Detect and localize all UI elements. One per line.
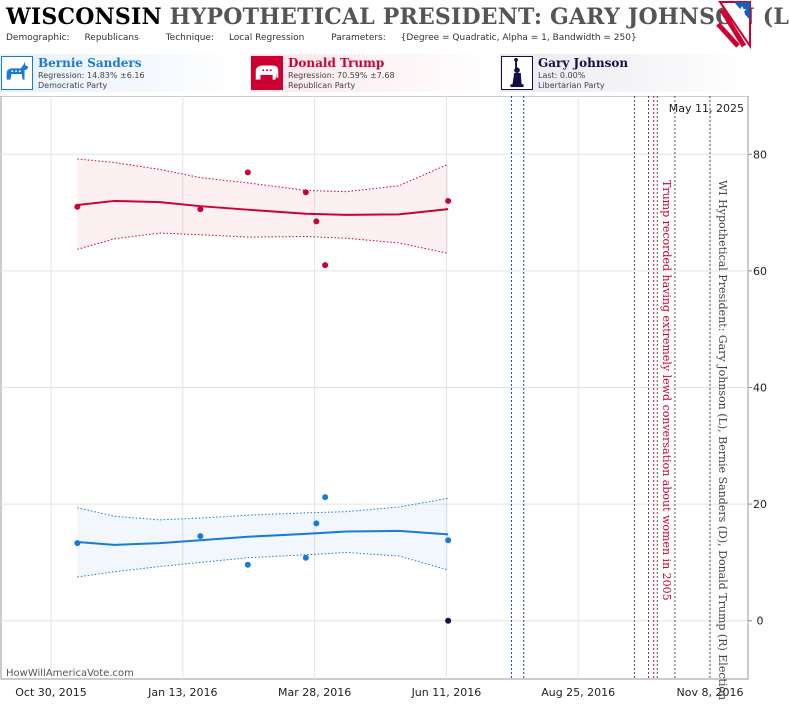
candidate-name: Bernie Sanders (38, 56, 142, 70)
data-point (322, 494, 329, 501)
regression-lines (77, 199, 449, 546)
y-tick-label: 20 (753, 498, 767, 511)
y-tick-label: 60 (753, 265, 767, 278)
regression-line (77, 199, 449, 216)
data-point (313, 218, 320, 225)
x-tick-label: Nov 8, 2016 (677, 686, 744, 699)
band-upper (77, 497, 449, 521)
flag-logo-icon (716, 0, 751, 50)
data-point (445, 617, 452, 624)
technique: Technique: Local Regression (165, 33, 305, 43)
data-point (244, 561, 251, 568)
parameters: Parameters: {Degree = Quadratic, Alpha =… (331, 33, 637, 43)
data-point (74, 540, 81, 547)
data-point (313, 520, 320, 527)
candidate-regression: Regression: 14.83% ±6.16 (38, 71, 145, 80)
candidate-regression: Regression: 70.59% ±7.68 (288, 71, 395, 80)
data-point (322, 262, 329, 269)
title-text: HYPOTHETICAL PRESIDENT: GARY JOHNSON (L)… (169, 4, 789, 30)
candidate-card-sanders[interactable]: Bernie Sanders Regression: 14.83% ±6.16 … (0, 54, 248, 92)
y-tick-label: 80 (753, 148, 767, 161)
axes: Oct 30, 2015 Jan 13, 2016 Mar 28, 2016 Jun … (15, 102, 767, 699)
candidate-party: Democratic Party (38, 81, 108, 90)
x-tick-label: Aug 25, 2016 (541, 686, 615, 699)
band-lower (77, 232, 449, 254)
regression-line (77, 529, 449, 546)
parameters-line: Demographic: Republicans Technique: Loca… (6, 33, 661, 43)
candidate-party: Libertarian Party (538, 81, 605, 90)
state-name: WISCONSIN (6, 4, 162, 30)
candidate-party: Republican Party (288, 81, 356, 90)
data-point (302, 554, 309, 561)
y-tick-label: 40 (753, 382, 767, 395)
x-tick-label: Oct 30, 2015 (15, 686, 87, 699)
event-annotation: WI Hypothetical President: Gary Johnson … (716, 180, 729, 700)
data-point (74, 203, 81, 210)
confidence-band (77, 498, 449, 577)
candidate-card-johnson[interactable]: Gary Johnson Last: 0.00% Libertarian Par… (500, 54, 748, 92)
confidence-bands (77, 158, 449, 578)
candidate-legend: Bernie Sanders Regression: 14.83% ±6.16 … (0, 54, 749, 94)
event-lines (510, 96, 711, 679)
event-annotation: Trump recorded having extremely lewd con… (660, 180, 673, 601)
site-watermark: HowWillAmericaVote.com (6, 668, 134, 679)
band-upper (77, 158, 449, 193)
candidate-name: Donald Trump (288, 56, 385, 70)
data-point (445, 197, 452, 204)
donkey-icon (1, 56, 33, 90)
x-tick-label: Mar 28, 2016 (278, 686, 351, 699)
page-title: WISCONSIN HYPOTHETICAL PRESIDENT: GARY J… (6, 4, 789, 30)
data-points (74, 169, 452, 624)
grid (0, 96, 752, 680)
data-point (197, 206, 204, 213)
data-point (445, 537, 452, 544)
candidate-name: Gary Johnson (538, 56, 629, 70)
data-point (197, 533, 204, 540)
y-tick-label: 0 (757, 615, 764, 628)
date-label: May 11, 2025 (669, 102, 744, 115)
candidate-card-trump[interactable]: Donald Trump Regression: 70.59% ±7.68 Re… (250, 54, 498, 92)
statue-of-liberty-icon (501, 56, 533, 90)
chart: Oct 30, 2015 Jan 13, 2016 Mar 28, 2016 Jun … (0, 96, 767, 700)
x-tick-label: Jun 11, 2016 (411, 686, 482, 699)
confidence-band (77, 158, 449, 254)
elephant-icon (251, 56, 283, 90)
data-point (244, 169, 251, 176)
band-lower (77, 551, 449, 578)
demographic: Demographic: Republicans (6, 33, 139, 43)
annotations: Trump recorded having extremely lewd con… (660, 180, 729, 700)
candidate-last: Last: 0.00% (538, 71, 586, 80)
x-tick-label: Jan 13, 2016 (147, 686, 217, 699)
data-point (302, 189, 309, 196)
